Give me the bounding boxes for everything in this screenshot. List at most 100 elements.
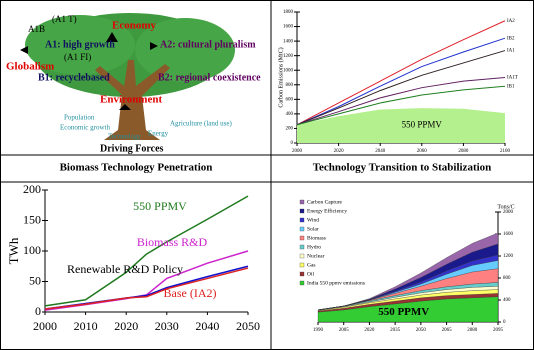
diagram-label: A1: high growth: [45, 39, 115, 50]
y-tick-label: 2000: [503, 210, 514, 215]
diagram-label: Population: [64, 114, 95, 122]
diagram-label: A1B: [28, 24, 45, 34]
y-axis-label: TWh: [6, 237, 21, 264]
line: [296, 77, 506, 126]
y-tick-label: 400: [503, 298, 511, 303]
y-tick-label: 1000: [283, 68, 294, 73]
x-tick-label: 2020: [364, 328, 375, 333]
legend-swatch: [299, 208, 305, 214]
y-tick-label: 200: [23, 182, 41, 196]
x-tick-label: 2020: [114, 319, 138, 333]
x-tick-label: 2040: [195, 319, 219, 333]
series-label: Biomass R&D: [137, 235, 208, 249]
y-tick-label: 1600: [283, 25, 294, 30]
y-tick-label: 400: [286, 112, 294, 117]
line: [44, 195, 249, 307]
diagram-label: Driving Forces: [100, 143, 164, 154]
y-tick-label: 0: [503, 320, 506, 325]
series-label: IB1: [507, 84, 515, 89]
y-tick-label: 800: [503, 276, 511, 281]
series-label: IA1: [507, 49, 515, 54]
line: [296, 37, 506, 126]
x-tick-label: 2035: [390, 328, 401, 333]
x-tick-label: 2030: [155, 319, 179, 333]
diagram-label: B1: recyclebased: [38, 72, 110, 83]
y-tick-label: 1200: [283, 54, 294, 59]
x-tick-label: 2080: [467, 328, 478, 333]
y-tick-label: 1600: [503, 232, 514, 237]
legend-swatch: [299, 271, 305, 277]
y-tick-label: 1200: [503, 254, 514, 259]
chart-title: Technology Transition to Stabilization: [313, 162, 492, 174]
x-tick-label: 2050: [236, 319, 260, 333]
legend-label: India 550 ppmv emissions: [307, 280, 365, 286]
stack-area: [317, 232, 499, 311]
legend-label: Wind: [307, 217, 319, 223]
x-tick-label: 2000: [292, 149, 303, 154]
x-tick-label: 2100: [500, 149, 511, 154]
legend-label: Nuclear: [307, 253, 325, 259]
diagram-label: Technology: [108, 133, 141, 141]
line: [296, 20, 506, 126]
diagram-label: A2: cultural pluralism: [160, 39, 256, 50]
diagram-label: Agriculture (land use): [170, 120, 232, 128]
x-tick-label: 2005: [339, 328, 350, 333]
y-tick-label: 1400: [283, 39, 294, 44]
x-tick-label: 2010: [74, 319, 98, 333]
line: [296, 50, 506, 126]
diagram-label: B2: regional coexistence: [158, 72, 261, 83]
x-tick-label: 2080: [458, 149, 469, 154]
diagram-label: Globalism: [6, 61, 54, 73]
x-tick-label: 2065: [442, 328, 453, 333]
legend-swatch: [299, 199, 305, 205]
y-tick-label: 1800: [283, 10, 294, 15]
y-tick-label: 800: [286, 83, 294, 88]
diagram-label: Energy: [148, 130, 169, 138]
legend-swatch: [299, 217, 305, 223]
x-tick-label: 2040: [375, 149, 386, 154]
series-label: IB2: [507, 36, 515, 41]
legend-label: Carbon Capture: [307, 199, 343, 205]
legend-swatch: [299, 235, 305, 241]
line: [44, 267, 249, 310]
y-tick-label: 600: [286, 97, 294, 102]
legend-swatch: [299, 226, 305, 232]
legend-swatch: [299, 280, 305, 286]
x-tick-label: 2000: [33, 319, 57, 333]
x-tick-label: 2050: [416, 328, 427, 333]
y-tick-label: 100: [23, 243, 41, 257]
series-label: Renewable R&D Policy: [67, 262, 183, 276]
legend-label: Gas: [307, 262, 316, 268]
x-tick-label: 1990: [313, 328, 324, 333]
x-tick-label: 2020: [334, 149, 345, 154]
legend-label: Energy Efficiency: [307, 207, 347, 214]
legend-swatch: [299, 244, 305, 250]
series-label: IA1T: [507, 76, 518, 81]
legend-swatch: [299, 253, 305, 259]
legend-label: Oil: [307, 271, 315, 277]
y-tick-label: 50: [29, 273, 41, 287]
legend-label: Biomass: [307, 235, 326, 241]
diagram-label: Economic growth: [60, 124, 110, 132]
diagram-label: Environment: [100, 94, 162, 106]
y-tick-label: 0: [35, 304, 41, 318]
chart-title: Biomass Technology Penetration: [60, 162, 213, 174]
series-label: IA2: [507, 19, 515, 24]
diagram-label: Economy: [112, 20, 157, 32]
area: [297, 108, 505, 143]
legend-label: Hydro: [307, 244, 321, 250]
area-label: 550 PPMV: [402, 120, 443, 130]
x-tick-label: 2095: [493, 328, 504, 333]
diagram-label: (A1 FI): [64, 52, 91, 62]
series-label: Base (IA2): [164, 286, 217, 300]
diagram-label: (A1 T): [52, 14, 77, 24]
line: [296, 85, 506, 126]
y-tick-label: 150: [23, 212, 41, 226]
tree: [20, 13, 235, 140]
y-tick-label: 200: [286, 127, 294, 132]
x-tick-label: 2060: [417, 149, 428, 154]
series-label: 550 PPMV: [133, 199, 187, 213]
legend-swatch: [299, 262, 305, 268]
annotation: 550 PPMV: [378, 306, 429, 318]
